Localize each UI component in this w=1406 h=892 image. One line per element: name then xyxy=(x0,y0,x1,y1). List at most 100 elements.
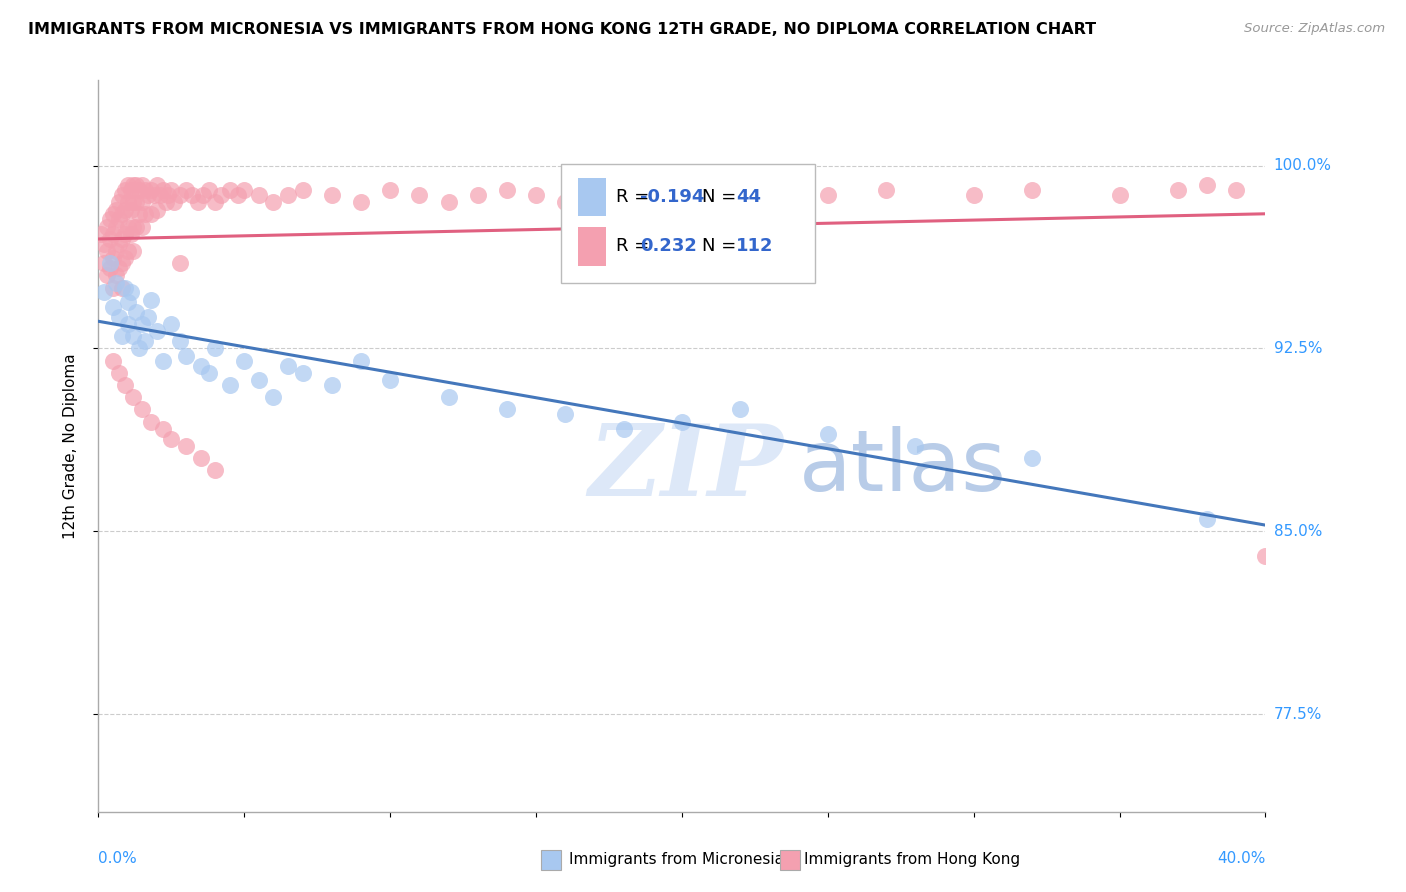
Text: Immigrants from Hong Kong: Immigrants from Hong Kong xyxy=(804,853,1021,867)
Point xyxy=(117,317,139,331)
Point xyxy=(101,207,124,221)
Point xyxy=(1108,187,1130,202)
Point xyxy=(104,276,127,290)
Text: R =: R = xyxy=(616,237,655,255)
Point xyxy=(817,187,839,202)
Point xyxy=(117,195,139,210)
Text: Source: ZipAtlas.com: Source: ZipAtlas.com xyxy=(1244,22,1385,36)
Point xyxy=(612,422,634,436)
Point xyxy=(204,195,226,210)
Point xyxy=(1195,512,1218,526)
Text: N =: N = xyxy=(702,188,742,206)
Point xyxy=(98,212,121,227)
Point xyxy=(1225,183,1247,197)
Point xyxy=(128,183,150,197)
Point xyxy=(204,342,226,356)
Point xyxy=(122,178,145,193)
Point xyxy=(114,202,136,217)
Point xyxy=(128,342,150,356)
Point xyxy=(134,334,156,348)
Point xyxy=(139,293,162,307)
Text: -0.194: -0.194 xyxy=(640,188,704,206)
Point xyxy=(169,334,191,348)
Point xyxy=(108,310,131,324)
Point xyxy=(96,219,118,234)
Point xyxy=(247,373,270,387)
Point xyxy=(131,402,153,417)
Point xyxy=(174,349,197,363)
Point xyxy=(496,402,519,417)
Text: atlas: atlas xyxy=(799,426,1007,509)
Point xyxy=(131,178,153,193)
Point xyxy=(96,244,118,258)
Point xyxy=(233,183,256,197)
Point xyxy=(157,187,180,202)
Y-axis label: 12th Grade, No Diploma: 12th Grade, No Diploma xyxy=(63,353,77,539)
Point xyxy=(104,244,127,258)
Point xyxy=(120,285,142,300)
Point xyxy=(108,212,131,227)
Point xyxy=(169,256,191,270)
Point xyxy=(228,187,250,202)
Point xyxy=(198,366,221,380)
Point xyxy=(101,300,124,314)
Point xyxy=(111,256,134,270)
Point xyxy=(117,178,139,193)
Point xyxy=(190,451,212,466)
Point xyxy=(136,187,159,202)
Point xyxy=(198,183,221,197)
Point xyxy=(904,439,927,453)
Point xyxy=(101,280,124,294)
Point xyxy=(190,359,212,373)
Point xyxy=(1021,183,1043,197)
Point xyxy=(98,260,121,275)
Point xyxy=(262,390,284,404)
Point xyxy=(142,187,165,202)
Point xyxy=(104,202,127,217)
Point xyxy=(98,256,121,270)
Text: 40.0%: 40.0% xyxy=(1218,851,1265,865)
Point xyxy=(152,353,174,368)
Point xyxy=(111,329,134,343)
Point xyxy=(160,432,183,446)
Point xyxy=(467,187,489,202)
Point xyxy=(174,183,197,197)
Point xyxy=(111,187,134,202)
Point xyxy=(671,187,693,202)
Point xyxy=(108,366,131,380)
Point xyxy=(193,187,215,202)
Point xyxy=(554,195,576,210)
Point xyxy=(1167,183,1189,197)
Point xyxy=(111,280,134,294)
Point xyxy=(117,244,139,258)
Point xyxy=(122,219,145,234)
Point xyxy=(218,378,240,392)
Text: 112: 112 xyxy=(735,237,773,255)
Point xyxy=(139,183,162,197)
Point xyxy=(350,353,373,368)
Point xyxy=(187,195,209,210)
Text: 0.232: 0.232 xyxy=(640,237,697,255)
Point xyxy=(111,232,134,246)
Point xyxy=(108,236,131,251)
Point xyxy=(139,415,162,429)
Point xyxy=(120,183,142,197)
Point xyxy=(321,378,343,392)
Point xyxy=(554,407,576,421)
Point xyxy=(114,280,136,294)
Point xyxy=(131,195,153,210)
Point xyxy=(277,359,299,373)
Point xyxy=(93,236,115,251)
Point xyxy=(125,219,148,234)
Text: Immigrants from Micronesia: Immigrants from Micronesia xyxy=(569,853,785,867)
Point xyxy=(108,195,131,210)
Point xyxy=(146,202,169,217)
Point xyxy=(209,187,232,202)
Point xyxy=(134,207,156,221)
Point xyxy=(134,183,156,197)
Point xyxy=(155,195,177,210)
Point xyxy=(174,439,197,453)
Point xyxy=(1195,178,1218,193)
Point xyxy=(111,207,134,221)
Point xyxy=(437,195,460,210)
